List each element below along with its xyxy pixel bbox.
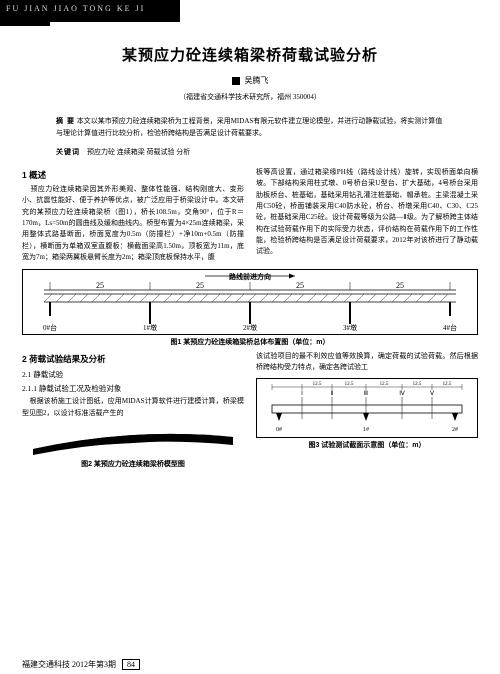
keywords-label: 关键词 [56,149,80,156]
keywords-block: 关键词 预应力砼 连续箱梁 荷载试验 分析 [22,147,478,157]
col-left-upper: 1 概述 预应力砼连续箱梁因其外形美观、整体性能强、结构刚度大、变形小、抗震性能… [22,167,244,263]
svg-text:4#台: 4#台 [443,323,457,332]
svg-text:1#: 1# [363,427,369,433]
svg-text:Ⅰ: Ⅰ [301,391,303,397]
section-2-heading: 2 荷载试验结果及分析 [22,353,244,367]
fig3-svg: 0# 1# 2# [259,381,475,437]
right-upper-para: 板等高设置，通过箱梁缘PH线（路线设计线）旋转，实现桥面单向横坡。下部结构采用柱… [256,167,478,258]
keywords-text: 预应力砼 连续箱梁 荷载试验 分析 [87,148,190,156]
svg-text:12.5: 12.5 [443,382,452,387]
footer-page-number: 84 [122,659,140,670]
col-right-upper: 板等高设置，通过箱梁缘PH线（路线设计线）旋转，实现桥面单向横坡。下部结构采用柱… [256,167,478,263]
svg-text:0#: 0# [276,427,282,433]
section-2-1-heading: 2.1 静载试验 [22,369,244,381]
svg-text:12.5: 12.5 [413,382,422,387]
header-notch [0,14,50,26]
svg-text:Ⅴ: Ⅴ [430,391,435,397]
figure-2-box [22,423,244,457]
svg-text:Ⅲ: Ⅲ [364,391,368,397]
col-left-lower: 2 荷载试验结果及分析 2.1 静载试验 2.1.1 静载试验工况及检验对象 根… [22,351,244,474]
svg-text:2#墩: 2#墩 [243,323,257,332]
figure-1-box: 路线前进方向 [22,269,478,335]
fig2-svg [22,423,244,457]
svg-text:12.5: 12.5 [313,382,322,387]
columns-upper: 1 概述 预应力砼连续箱梁因其外形美观、整体性能强、结构刚度大、变形小、抗震性能… [22,167,478,263]
figure-1-caption: 图1 某预应力砼连续箱梁桥总体布置图（单位：m） [22,337,478,347]
abstract-text: 本文以某市预应力砼连续箱梁桥为工程背景，采用MIDAS有限元软件建立理论模型，并… [56,117,442,137]
figure-2-caption: 图2 某预应力砼连续箱梁桥模型图 [22,459,244,470]
section-2-1-1-heading: 2.1.1 静载试验工况及检验对象 [22,383,244,395]
abstract-block: 摘 要 本文以某市预应力砼连续箱梁桥为工程背景，采用MIDAS有限元软件建立理论… [22,116,478,139]
svg-text:25: 25 [396,281,404,290]
svg-text:25: 25 [296,281,304,290]
section-1-para: 预应力砼连续箱梁因其外形美观、整体性能强、结构刚度大、变形小、抗震性能好、便于养… [22,184,244,263]
author-line: 吴腾飞 [22,75,478,86]
figure-1: 路线前进方向 [22,269,478,347]
svg-text:12.5: 12.5 [380,382,389,387]
figure-3: 0# 1# 2# [256,378,478,451]
footer-journal: 福建交通科技 2012年第3期 [22,659,116,670]
svg-text:Ⅳ: Ⅳ [399,391,405,397]
right-lower-para: 该试验项目的最不利效应值等效换算，确定荷载的试验荷载。然后根据桥跨结构受力特点，… [256,351,478,374]
fig1-arrow-label: 路线前进方向 [229,272,271,282]
svg-text:12.5: 12.5 [345,382,354,387]
author-marker-icon [232,77,240,85]
section-1-text: 预应力砼连续箱梁因其外形美观、整体性能强、结构刚度大、变形小、抗震性能好、便于养… [22,185,244,261]
abstract-label: 摘 要 [56,118,75,125]
svg-text:2#: 2# [452,427,458,433]
page-body: 某预应力砼连续箱梁桥荷载试验分析 吴腾飞 （福建省交通科学技术研究所，福州 35… [22,40,478,656]
paper-title: 某预应力砼连续箱梁桥荷载试验分析 [22,44,478,65]
svg-text:1#墩: 1#墩 [143,323,157,332]
section-1-heading: 1 概述 [22,169,244,183]
section-2-text: 根据该桥施工设计图纸，应用MIDAS计算软件进行建模计算，桥梁模型见图2，以设计… [22,397,244,416]
figure-3-caption: 图3 试验测试截面示意图（单位：m） [256,440,478,451]
figure-3-box: 0# 1# 2# [256,378,478,438]
author-name: 吴腾飞 [245,76,269,85]
figure-2: 图2 某预应力砼连续箱梁桥模型图 [22,423,244,470]
svg-text:25: 25 [196,281,204,290]
page-footer: 福建交通科技 2012年第3期 84 [22,659,140,670]
svg-text:3#墩: 3#墩 [343,323,357,332]
section-2-para: 根据该桥施工设计图纸，应用MIDAS计算软件进行建模计算，桥梁模型见图2，以设计… [22,396,244,419]
affiliation: （福建省交通科学技术研究所，福州 350004） [22,92,478,102]
col-right-lower: 该试验项目的最不利效应值等效换算，确定荷载的试验荷载。然后根据桥跨结构受力特点，… [256,351,478,474]
svg-text:Ⅱ: Ⅱ [331,391,334,397]
columns-lower: 2 荷载试验结果及分析 2.1 静载试验 2.1.1 静载试验工况及检验对象 根… [22,351,478,474]
svg-text:0#台: 0#台 [43,323,57,332]
svg-text:25: 25 [96,281,104,290]
